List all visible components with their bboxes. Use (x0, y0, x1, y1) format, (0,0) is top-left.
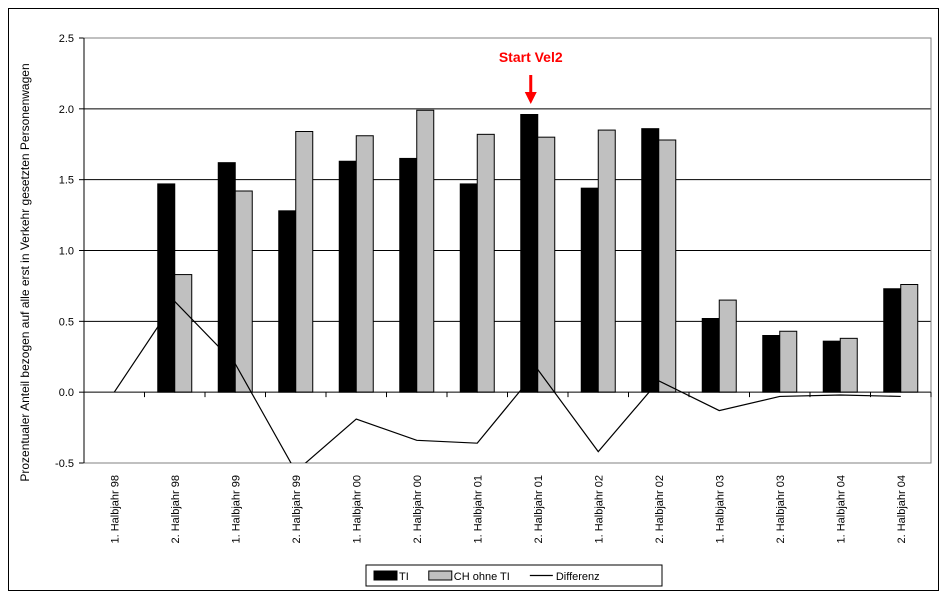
bar-ch-ohne-ti (537, 136, 556, 393)
difference-line (113, 300, 901, 463)
y-tick-label: 2.5 (59, 33, 74, 45)
x-tick-label: 1. Halbjahr 98 (109, 475, 121, 544)
grid-lines (84, 37, 931, 322)
bar-ti (883, 288, 902, 393)
bar-ti (157, 183, 176, 393)
legend-swatch (373, 570, 398, 581)
start-vel2-annotation: Start Vel2 (499, 49, 563, 104)
bars (157, 109, 919, 393)
chart-frame: -0.5 0.0 0.5 1.0 1.5 2.0 2.5 1. Halbjahr 98 2. … (8, 8, 939, 591)
bar-ti (822, 340, 841, 393)
y-tick-labels: -0.5 0.0 0.5 1.0 1.5 2.0 2.5 (55, 33, 74, 470)
bar-ch-ohne-ti (779, 330, 798, 393)
x-tick-label: 1. Halbjahr 02 (593, 475, 605, 544)
bar-ch-ohne-ti (658, 139, 677, 393)
y-tick-label: 1.0 (59, 246, 74, 258)
bar-ch-ohne-ti (597, 129, 616, 393)
bar-ti (278, 210, 297, 393)
x-tick-label: 2. Halbjahr 98 (170, 475, 182, 544)
x-tick-label: 2. Halbjahr 03 (775, 475, 787, 544)
x-tick-label: 2. Halbjahr 01 (533, 475, 545, 544)
x-tick-label: 2. Halbjahr 04 (896, 475, 908, 544)
y-tick-label: 0.5 (59, 316, 74, 328)
x-tick-label: 1. Halbjahr 03 (714, 475, 726, 544)
bar-ti (580, 187, 599, 393)
axes (79, 37, 932, 464)
x-tick-label: 2. Halbjahr 00 (412, 475, 424, 544)
legend-box (365, 564, 663, 587)
annotation-label: Start Vel2 (499, 49, 563, 65)
x-tick-label: 1. Halbjahr 04 (835, 475, 847, 544)
x-tick-label: 1. Halbjahr 99 (230, 475, 242, 544)
bar-ch-ohne-ti (174, 274, 193, 393)
legend-label: Differenz (556, 571, 600, 583)
bar-ti (520, 114, 539, 393)
bar-ti (399, 157, 418, 393)
differenz-line (113, 300, 901, 463)
bar-ch-ohne-ti (900, 284, 919, 393)
chart-svg: -0.5 0.0 0.5 1.0 1.5 2.0 2.5 1. Halbjahr 98 2. … (18, 33, 932, 587)
bar-ti (217, 162, 236, 393)
x-tick-label: 1. Halbjahr 01 (472, 475, 484, 544)
legend-swatch (428, 570, 453, 581)
bar-ch-ohne-ti (295, 131, 314, 393)
annotation-arrow-head (524, 92, 537, 104)
y-axis-label: Prozentualer Anteil bezogen auf alle ers… (18, 63, 32, 481)
bar-ch-ohne-ti (839, 337, 858, 393)
y-tick-label: 2.0 (59, 104, 74, 116)
y-tick-label: -0.5 (55, 458, 74, 470)
bar-ti (338, 160, 357, 393)
legend: TI CH ohne TI Differenz (365, 564, 663, 587)
bar-ch-ohne-ti (355, 135, 374, 393)
legend-label: CH ohne TI (454, 571, 510, 583)
y-tick-label: 1.5 (59, 175, 74, 187)
y-tick-label: 0.0 (59, 387, 74, 399)
bar-ch-ohne-ti (718, 299, 737, 393)
x-tick-label: 2. Halbjahr 02 (654, 475, 666, 544)
legend-label: TI (399, 571, 409, 583)
bar-ti (641, 128, 660, 393)
bar-ch-ohne-ti (416, 109, 435, 393)
x-tick-label: 2. Halbjahr 99 (291, 475, 303, 544)
bar-ti (701, 318, 720, 393)
bar-ti (459, 183, 478, 393)
bar-ch-ohne-ti (234, 190, 253, 393)
bar-ti (762, 335, 781, 393)
x-tick-label: 1. Halbjahr 00 (351, 475, 363, 544)
bar-ch-ohne-ti (476, 133, 495, 393)
x-tick-labels: 1. Halbjahr 98 2. Halbjahr 98 1. Halbjahr … (109, 475, 908, 544)
